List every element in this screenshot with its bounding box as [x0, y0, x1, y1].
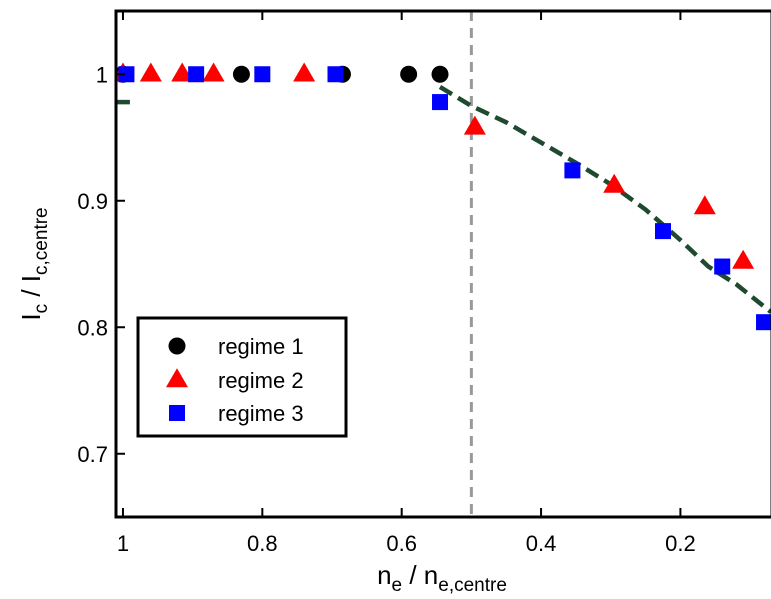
data-point-triangle — [603, 173, 626, 193]
legend: regime 1 regime 2 regime 3 — [136, 316, 348, 438]
data-point-square — [654, 223, 671, 240]
data-point-triangle — [171, 62, 194, 82]
data-point-triangle — [202, 62, 225, 82]
data-point-square — [756, 314, 771, 331]
x-tick-label: 1 — [117, 531, 129, 556]
y-axis-label: Ic / Ic,centre — [16, 207, 52, 320]
data-point-square — [714, 258, 731, 275]
data-point-circle — [232, 65, 250, 83]
data-point-circle — [400, 65, 418, 83]
legend-marker-triangle — [166, 368, 188, 388]
data-point-triangle — [139, 62, 162, 82]
data-point-square — [254, 66, 271, 83]
legend-label: regime 1 — [218, 334, 304, 359]
y-tick-label: 0.9 — [77, 189, 108, 214]
data-point-triangle — [693, 195, 716, 215]
legend-marker-square — [169, 405, 185, 421]
data-point-circle — [431, 65, 449, 83]
plot-frame — [114, 9, 771, 519]
data-point-triangle — [293, 62, 316, 82]
x-axis-label: ne / ne,centre — [377, 560, 507, 596]
data-point-square — [118, 66, 135, 83]
x-tick-label: 0.4 — [526, 531, 557, 556]
y-tick-label: 1 — [96, 62, 108, 87]
x-tick-label: 0.2 — [665, 531, 696, 556]
y-tick-label: 0.7 — [77, 442, 108, 467]
x-tick-label: 0.8 — [247, 531, 278, 556]
data-point-square — [188, 66, 205, 83]
data-point-square — [564, 162, 581, 179]
legend-marker-circle — [168, 337, 186, 355]
x-tick-label: 0.6 — [386, 531, 417, 556]
data-point-triangle — [732, 249, 755, 269]
data-point-square — [327, 66, 344, 83]
legend-label: regime 2 — [218, 368, 304, 393]
y-tick-label: 0.8 — [77, 315, 108, 340]
data-point-square — [432, 94, 449, 111]
legend-label: regime 3 — [218, 401, 304, 426]
data-point-triangle — [463, 115, 486, 135]
